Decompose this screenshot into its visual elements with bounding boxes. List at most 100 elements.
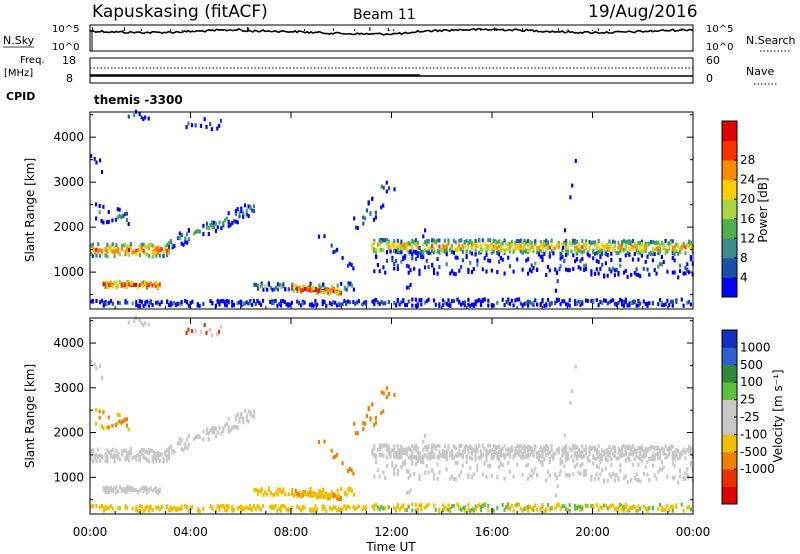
power-cell xyxy=(489,243,492,248)
power-cell xyxy=(190,123,194,128)
velocity-cell xyxy=(528,452,531,457)
velocity-cell xyxy=(404,459,407,464)
power-cell xyxy=(213,225,216,229)
power-cell xyxy=(338,288,341,293)
velocity-cell xyxy=(604,457,607,462)
velocity-cell xyxy=(458,448,461,453)
power-cell xyxy=(635,267,638,272)
velocity-cell xyxy=(583,454,586,459)
velocity-cell xyxy=(650,456,653,461)
velocity-cell xyxy=(626,456,629,461)
velocity-cell xyxy=(637,508,640,513)
colorbar-segment xyxy=(722,140,737,161)
velocity-cell xyxy=(563,433,567,438)
velocity-cell xyxy=(626,445,629,450)
power-cell xyxy=(247,301,250,306)
velocity-cell xyxy=(577,504,580,509)
velocity-cell xyxy=(606,447,609,452)
power-cell xyxy=(624,268,627,273)
velocity-cell xyxy=(102,508,105,513)
velocity-cell xyxy=(258,489,261,494)
velocity-cell xyxy=(142,489,145,494)
velocity-cell xyxy=(621,447,624,452)
velocity-cell xyxy=(253,487,256,492)
velocity-cell xyxy=(510,448,513,453)
velocity-cell xyxy=(95,421,98,426)
power-cell xyxy=(527,239,530,243)
power-cell xyxy=(90,153,93,158)
velocity-cell xyxy=(590,446,593,451)
power-cell xyxy=(470,243,474,248)
colorbar-segment xyxy=(722,277,737,298)
power-cell xyxy=(603,246,606,251)
velocity-cell xyxy=(469,508,472,513)
power-cell xyxy=(472,267,475,271)
velocity-cell xyxy=(373,454,376,459)
velocity-cell xyxy=(202,429,205,434)
velocity-cell xyxy=(413,472,416,476)
power-cell xyxy=(606,301,609,306)
velocity-cell xyxy=(323,505,326,509)
power-cell xyxy=(458,299,461,304)
velocity-cell xyxy=(385,443,389,448)
power-cell xyxy=(124,243,127,248)
power-cell xyxy=(193,231,196,236)
velocity-cell xyxy=(608,453,611,458)
velocity-cell xyxy=(357,504,360,509)
power-cell xyxy=(402,246,405,250)
velocity-cell xyxy=(478,443,481,448)
velocity-cell xyxy=(487,463,490,468)
velocity-cell xyxy=(380,390,383,395)
velocity-cell xyxy=(252,504,255,508)
power-cell xyxy=(100,219,103,224)
velocity-cell xyxy=(646,506,649,511)
power-cell xyxy=(655,240,658,245)
power-cell xyxy=(447,238,450,243)
velocity-cell xyxy=(608,505,611,510)
power-cell xyxy=(490,268,493,273)
power-cell xyxy=(301,284,305,289)
power-cell xyxy=(452,299,455,304)
velocity-cell xyxy=(104,490,107,495)
power-cell xyxy=(454,240,457,245)
velocity-cell xyxy=(689,446,692,451)
velocity-cell xyxy=(405,490,409,495)
velocity-cell xyxy=(129,486,132,491)
velocity-cell xyxy=(436,443,439,448)
velocity-cell xyxy=(485,448,488,453)
velocity-cell xyxy=(260,507,263,512)
ytick-label: 3000 xyxy=(53,381,84,395)
velocity-cell xyxy=(597,455,600,459)
power-cell xyxy=(187,228,190,233)
velocity-cell xyxy=(613,473,616,478)
velocity-cell xyxy=(650,445,653,450)
power-cell xyxy=(314,302,317,307)
power-cell xyxy=(144,251,147,256)
velocity-cell xyxy=(432,476,436,481)
velocity-cell xyxy=(95,407,98,412)
power-cell xyxy=(229,223,232,227)
velocity-cell xyxy=(256,491,260,496)
power-cell xyxy=(149,300,152,305)
power-cell xyxy=(93,248,96,253)
power-cell xyxy=(615,267,618,272)
velocity-cell xyxy=(393,444,396,449)
power-cell xyxy=(644,302,647,306)
velocity-cell xyxy=(456,461,459,466)
power-cell xyxy=(684,271,687,276)
power-cell xyxy=(595,267,598,272)
power-cell xyxy=(95,298,98,303)
colorbar-tick-label: 25 xyxy=(740,393,755,407)
velocity-cell xyxy=(557,450,560,455)
power-cell xyxy=(584,244,588,249)
velocity-cell xyxy=(234,414,237,419)
power-cell xyxy=(541,254,544,259)
power-cell xyxy=(633,270,636,275)
power-cell xyxy=(559,264,562,269)
velocity-cell xyxy=(532,452,535,457)
power-cell xyxy=(516,297,519,302)
power-cell xyxy=(523,249,526,254)
power-cell xyxy=(142,248,145,253)
power-cell xyxy=(231,299,234,304)
power-cell xyxy=(479,299,483,304)
